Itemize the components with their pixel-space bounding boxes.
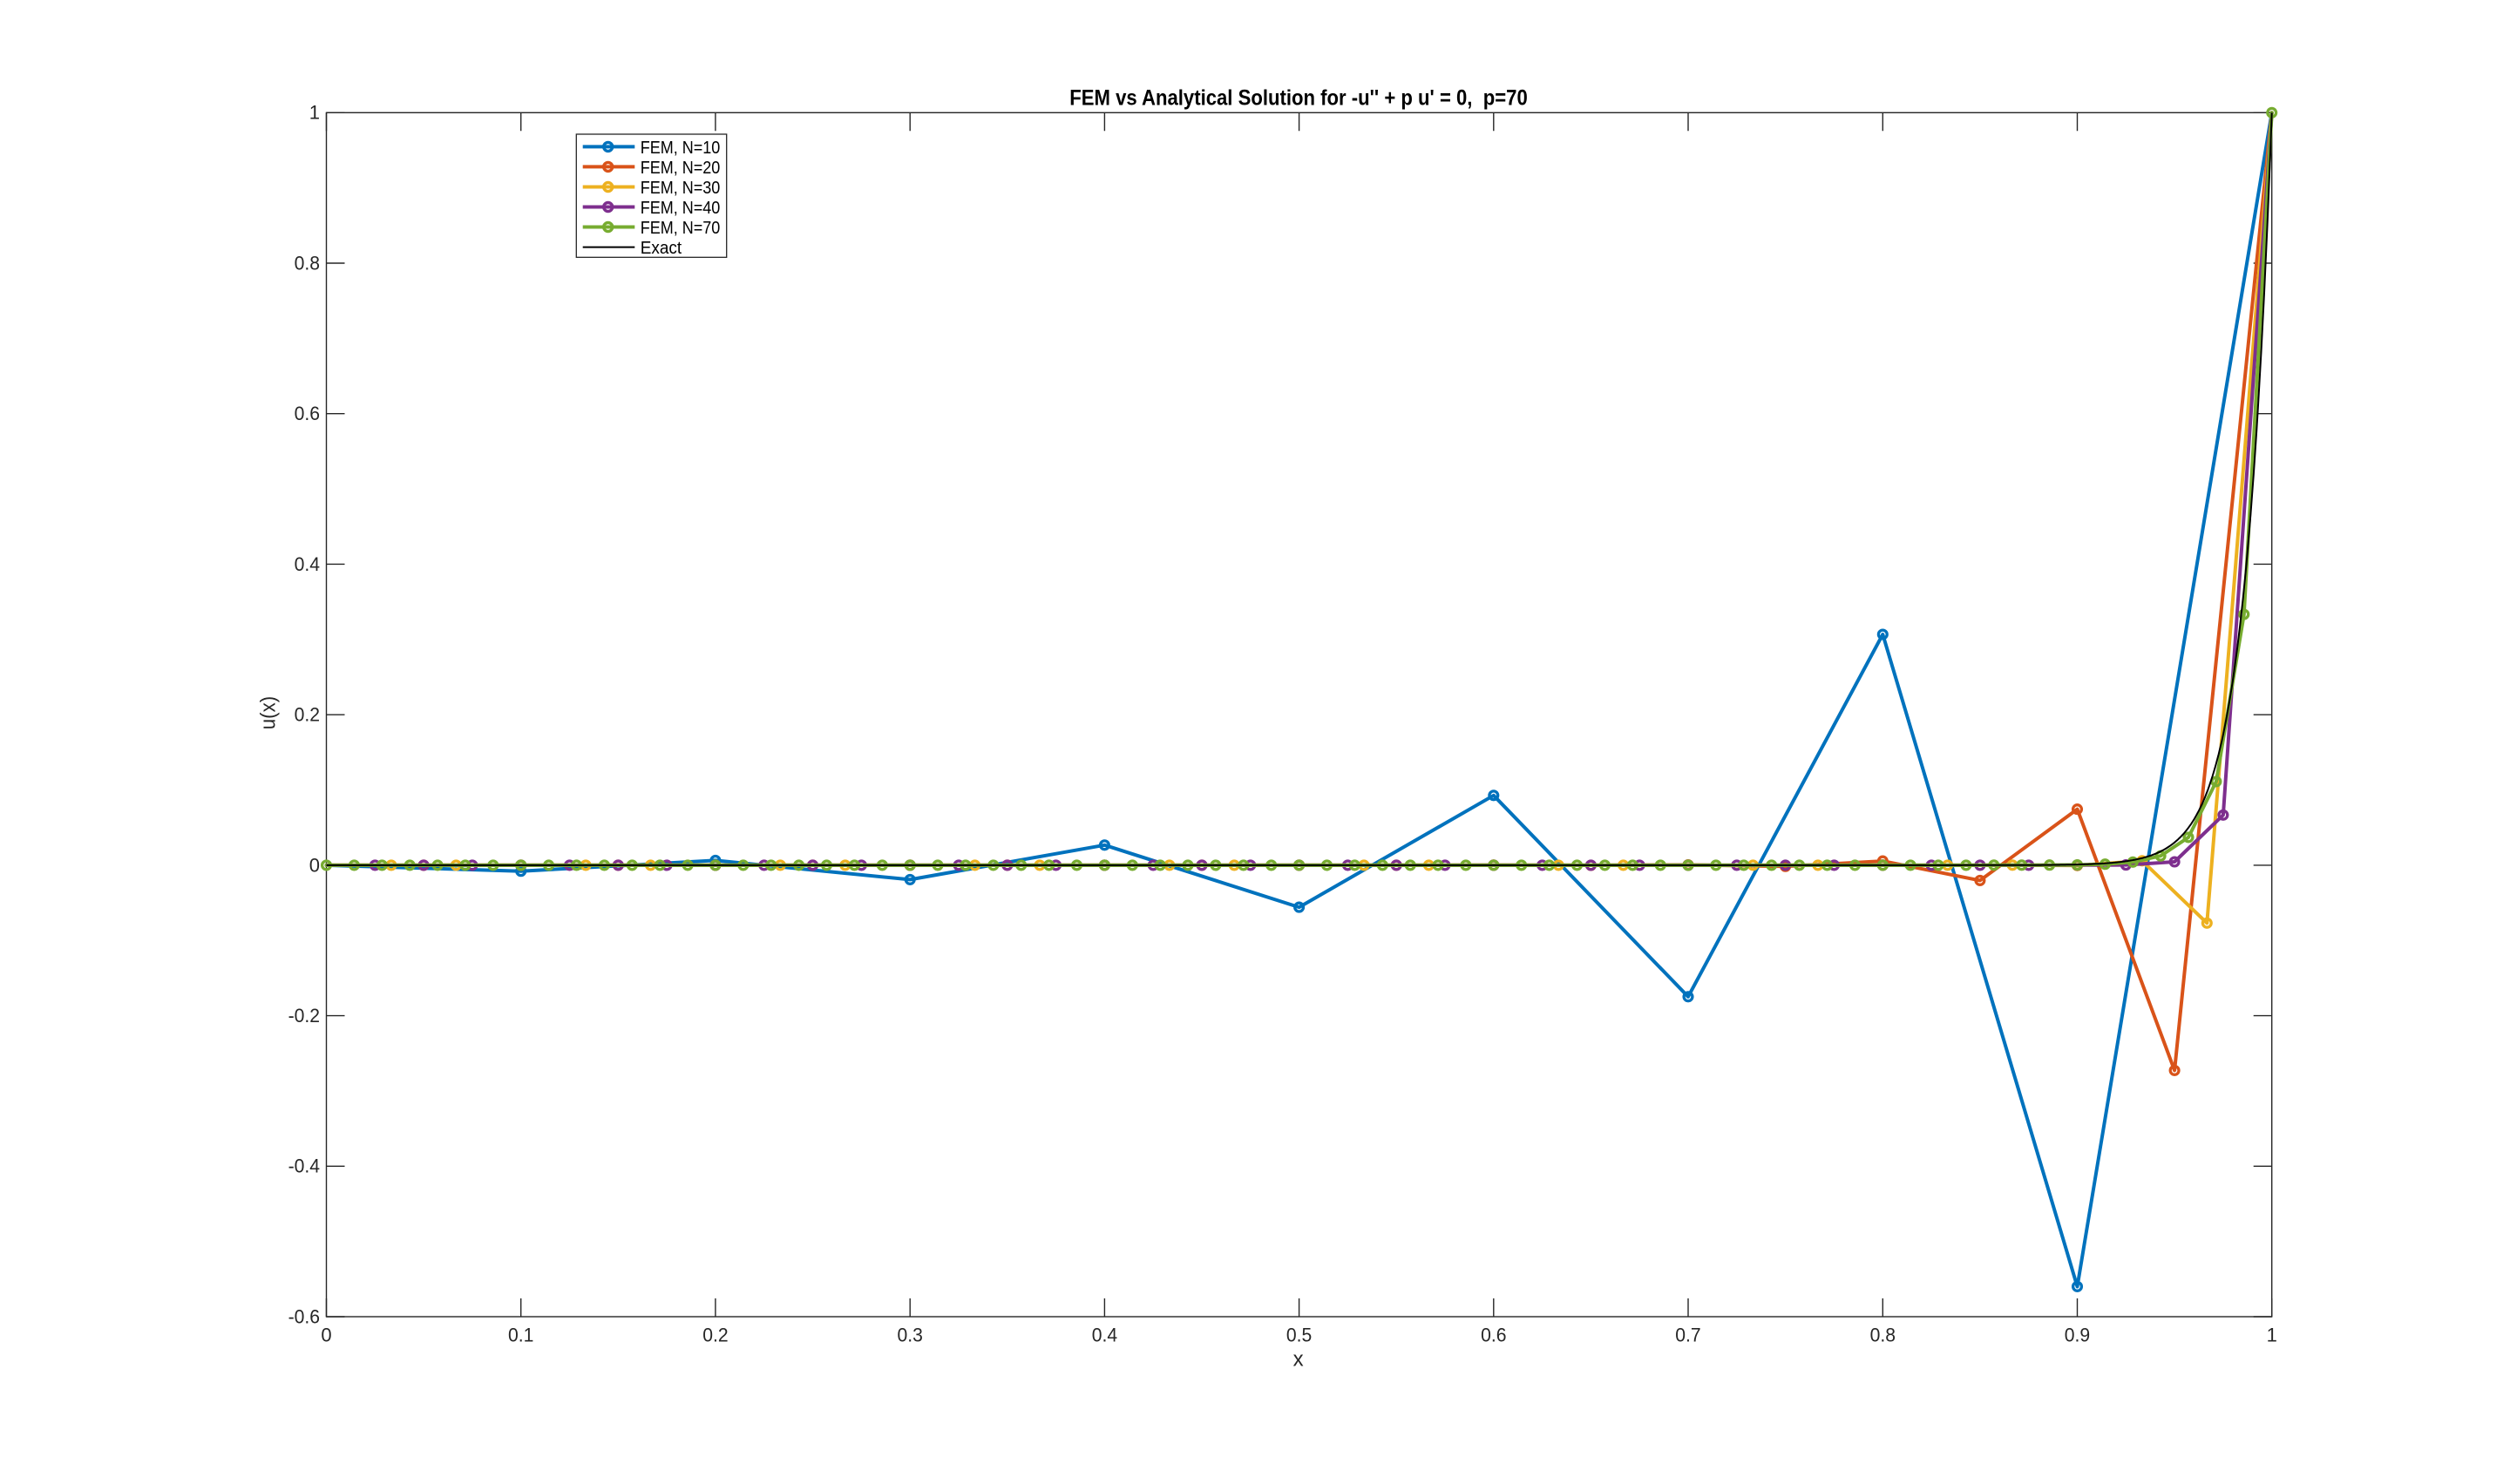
svg-text:0: 0 [309, 854, 320, 876]
svg-text:0.4: 0.4 [1092, 1325, 1117, 1346]
svg-text:0.9: 0.9 [2065, 1325, 2090, 1346]
svg-text:FEM, N=70: FEM, N=70 [641, 219, 721, 238]
svg-text:0.7: 0.7 [1675, 1325, 1700, 1346]
svg-text:1: 1 [309, 102, 320, 124]
svg-text:FEM, N=40: FEM, N=40 [641, 199, 721, 218]
svg-text:x: x [1293, 1348, 1304, 1372]
svg-text:0.6: 0.6 [295, 403, 320, 424]
svg-text:0: 0 [321, 1325, 331, 1346]
svg-text:1: 1 [2267, 1325, 2277, 1346]
svg-text:0.8: 0.8 [1870, 1325, 1896, 1346]
svg-text:0.5: 0.5 [1286, 1325, 1312, 1346]
svg-text:0.8: 0.8 [295, 252, 320, 274]
svg-text:Exact: Exact [641, 239, 682, 258]
svg-text:-0.2: -0.2 [288, 1005, 320, 1027]
svg-text:0.1: 0.1 [508, 1325, 533, 1346]
svg-text:FEM, N=10: FEM, N=10 [641, 139, 721, 158]
svg-text:FEM, N=30: FEM, N=30 [641, 179, 721, 198]
svg-text:0.2: 0.2 [295, 704, 320, 726]
svg-text:u(x): u(x) [257, 696, 281, 730]
svg-text:0.2: 0.2 [702, 1325, 728, 1346]
svg-text:-0.4: -0.4 [288, 1155, 320, 1177]
svg-text:FEM, N=20: FEM, N=20 [641, 159, 721, 178]
svg-text:0.3: 0.3 [898, 1325, 923, 1346]
svg-text:FEM vs Analytical Solution for: FEM vs Analytical Solution for -u'' + p … [1069, 86, 1528, 111]
svg-text:-0.6: -0.6 [288, 1305, 320, 1327]
svg-text:0.6: 0.6 [1481, 1325, 1506, 1346]
svg-text:0.4: 0.4 [295, 553, 320, 575]
